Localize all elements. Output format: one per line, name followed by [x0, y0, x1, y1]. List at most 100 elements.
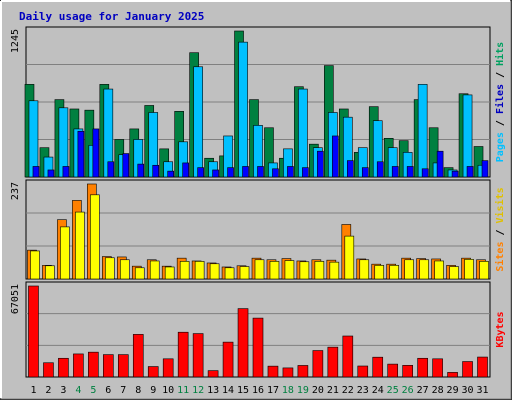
legend-separator: / — [495, 66, 506, 84]
x-tick-label: 4 — [75, 385, 81, 396]
bar-pages-day-29 — [451, 170, 459, 178]
bar-kbytes-day-8 — [132, 334, 144, 378]
bar-sites-day-27 — [419, 259, 429, 280]
x-tick-label: 11 — [177, 385, 189, 396]
bar-files-day-19 — [298, 88, 308, 178]
x-tick-label: 8 — [135, 385, 141, 396]
bar-pages-day-6 — [107, 161, 115, 178]
x-tick-label: 9 — [150, 385, 156, 396]
bar-pages-day-15 — [242, 166, 249, 178]
ymax-label-hits: 1245 — [10, 29, 21, 53]
side-legend-hits: Pages / Files / Hits — [494, 42, 506, 162]
bar-pages-day-27 — [421, 168, 429, 178]
bar-kbytes-day-4 — [73, 353, 84, 378]
bar-sites-day-8 — [134, 267, 145, 280]
bar-sites-day-28 — [434, 260, 444, 280]
bar-kbytes-day-2 — [43, 362, 54, 378]
bar-kbytes-day-31 — [477, 356, 488, 378]
bar-kbytes-day-16 — [252, 317, 264, 378]
bar-pages-day-18 — [287, 166, 294, 178]
bar-sites-day-17 — [269, 261, 280, 280]
x-tick-label: 17 — [267, 385, 279, 396]
ymax-label-visits: 237 — [10, 182, 21, 200]
bar-sites-day-5 — [90, 194, 100, 280]
bar-kbytes-day-10 — [162, 358, 174, 378]
bar-kbytes-day-1 — [28, 285, 39, 378]
bar-pages-day-17 — [272, 168, 279, 178]
x-tick-label: 5 — [90, 385, 96, 396]
x-tick-label: 18 — [282, 385, 294, 396]
bar-pages-day-25 — [391, 166, 399, 178]
bar-sites-day-26 — [404, 259, 414, 280]
x-tick-label: 14 — [222, 385, 234, 396]
x-tick-label: 21 — [327, 385, 339, 396]
x-tick-label: 28 — [432, 385, 444, 396]
bar-pages-day-14 — [227, 167, 234, 178]
legend-separator: / — [495, 223, 506, 241]
bar-sites-day-6 — [105, 257, 115, 280]
x-tick-label: 16 — [252, 385, 264, 396]
bar-pages-day-31 — [481, 160, 489, 178]
bar-pages-day-26 — [406, 166, 414, 178]
x-tick-label: 25 — [387, 385, 399, 396]
bar-files-day-27 — [417, 84, 428, 178]
x-tick-label: 29 — [447, 385, 459, 396]
bar-pages-day-3 — [62, 166, 70, 178]
bar-pages-day-20 — [317, 150, 324, 178]
legend-hits: Hits — [494, 42, 506, 66]
bar-pages-day-8 — [137, 163, 145, 178]
bar-sites-day-1 — [30, 250, 40, 280]
legend-pages: Pages — [495, 132, 506, 162]
x-tick-label: 24 — [372, 385, 384, 396]
x-tick-label: 15 — [237, 385, 249, 396]
bar-kbytes-day-14 — [222, 341, 234, 378]
bar-sites-day-9 — [149, 260, 160, 280]
bar-sites-day-10 — [164, 266, 175, 280]
bar-kbytes-day-15 — [237, 308, 249, 378]
bar-kbytes-day-28 — [432, 358, 443, 378]
bar-pages-day-28 — [436, 150, 444, 178]
bar-sites-day-21 — [329, 261, 340, 280]
bar-kbytes-day-25 — [387, 363, 399, 378]
bar-kbytes-day-7 — [117, 354, 129, 378]
bar-pages-day-30 — [466, 166, 474, 178]
bar-sites-day-12 — [194, 261, 205, 280]
bar-sites-day-24 — [374, 265, 385, 280]
bar-sites-day-25 — [389, 265, 400, 280]
bar-kbytes-day-19 — [297, 365, 309, 378]
bar-sites-day-2 — [45, 265, 55, 280]
bar-kbytes-day-18 — [282, 367, 294, 378]
x-tick-label: 22 — [342, 385, 354, 396]
bar-pages-day-11 — [182, 162, 189, 178]
bar-pages-day-22 — [347, 160, 354, 178]
bar-pages-day-7 — [122, 153, 130, 178]
bar-sites-day-13 — [209, 263, 220, 280]
bar-kbytes-day-3 — [58, 357, 69, 378]
bar-kbytes-day-29 — [447, 372, 458, 378]
bar-sites-day-18 — [284, 260, 295, 280]
bar-kbytes-day-26 — [402, 365, 413, 378]
x-tick-label: 6 — [105, 385, 111, 396]
side-legend-visits: Sites / Visits — [494, 187, 506, 271]
panel-kbytes: 67051 KBytes — [10, 281, 506, 378]
bar-kbytes-day-27 — [417, 357, 428, 378]
bar-kbytes-day-20 — [312, 350, 324, 378]
bar-kbytes-day-23 — [357, 365, 369, 378]
bar-pages-day-19 — [302, 167, 309, 178]
panel-visits: 237 Sites / Visits — [10, 179, 506, 280]
bar-sites-day-30 — [464, 259, 474, 280]
bar-kbytes-day-21 — [327, 346, 339, 378]
bar-kbytes-day-24 — [372, 356, 384, 378]
bar-pages-day-4 — [77, 130, 85, 178]
bar-pages-day-13 — [212, 169, 219, 178]
bar-sites-day-20 — [314, 261, 325, 280]
bar-pages-day-5 — [92, 128, 100, 178]
bar-files-day-30 — [462, 94, 473, 178]
bar-sites-day-29 — [449, 266, 459, 280]
bar-pages-day-24 — [376, 161, 384, 178]
legend-sites: Sites — [494, 242, 506, 272]
bar-kbytes-day-13 — [207, 370, 219, 378]
x-axis: 1 2 3 4 5 6 7 8 9 10 11 12 13 14 15 16 17 18 19 20 21 22 23 24 2… — [30, 385, 488, 396]
x-tick-label: 1 — [30, 385, 36, 396]
bar-sites-day-14 — [224, 267, 235, 280]
